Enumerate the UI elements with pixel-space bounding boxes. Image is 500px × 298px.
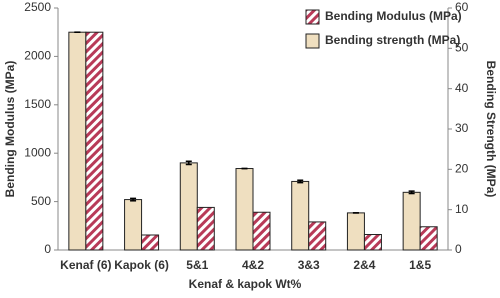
error-bar [130, 197, 137, 202]
bar [85, 31, 104, 251]
y2-tick-label: 30 [455, 121, 469, 135]
x-tick-label: Kapok (6) [114, 258, 169, 272]
x-tick-label: 4&2 [242, 258, 264, 272]
y2-tick-label: 10 [455, 202, 469, 216]
y2-tick-label: 50 [455, 41, 469, 55]
bar [252, 211, 271, 251]
y2-tick-label: 40 [455, 81, 469, 95]
y-tick-label: 2000 [24, 49, 51, 63]
y2-tick-label: 60 [455, 0, 469, 14]
bar [179, 162, 198, 251]
y2-axis-title: Bending Strength (MPa) [484, 61, 498, 198]
legend-label: Bending strength (MPa) [325, 33, 460, 47]
bar [124, 199, 143, 251]
y-tick-label: 2500 [24, 0, 51, 14]
bar [196, 206, 215, 251]
y-axis-title: Bending Modulus (MPa) [3, 61, 17, 198]
bar [291, 180, 310, 251]
legend-swatch [305, 33, 320, 49]
error-bar [408, 190, 415, 195]
legend-swatch [305, 9, 320, 25]
bar [235, 168, 254, 251]
x-tick-label: 3&3 [298, 258, 320, 272]
x-tick-label: 5&1 [186, 258, 208, 272]
bar [141, 234, 160, 251]
x-axis-title: Kenaf & kapok Wt% [189, 277, 302, 291]
bar [363, 234, 382, 251]
legend-label: Bending Modulus (MPa) [325, 9, 462, 23]
y-tick-label: 0 [44, 242, 51, 256]
bar [308, 221, 327, 251]
y-tick-label: 1500 [24, 97, 51, 111]
error-bar [185, 160, 192, 166]
bar [402, 191, 421, 251]
bar [419, 226, 438, 251]
x-tick-label: Kenaf (6) [60, 258, 111, 272]
x-tick-label: 1&5 [409, 258, 431, 272]
y2-tick-label: 20 [455, 162, 469, 176]
bar [68, 31, 87, 251]
bar [346, 212, 365, 251]
error-bar [297, 179, 304, 184]
y2-tick-label: 0 [455, 242, 462, 256]
x-tick-label: 2&4 [353, 258, 375, 272]
y-tick-label: 1000 [24, 145, 51, 159]
y-tick-label: 500 [31, 194, 51, 208]
